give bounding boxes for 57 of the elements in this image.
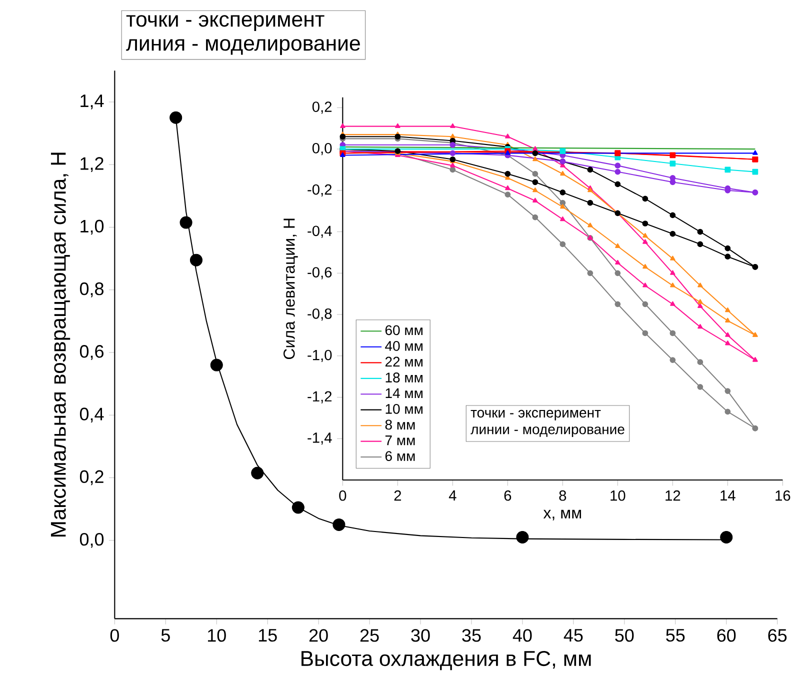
- x-axis-title: x, мм: [543, 510, 582, 520]
- legend-label: 40 мм: [385, 340, 422, 351]
- legend-label: 8 мм: [385, 420, 415, 430]
- y-tick-label: 0,6: [80, 344, 104, 360]
- x-tick-label: 35: [462, 628, 481, 642]
- legend-label: 60 мм: [385, 325, 422, 335]
- y-tick-label: 0,2: [312, 101, 332, 114]
- annotation: линии - моделирование: [470, 426, 624, 437]
- y-tick-label: 1,0: [80, 220, 104, 235]
- y-tick-label: -0,8: [308, 308, 332, 320]
- y-tick-label: -1,0: [308, 350, 332, 362]
- y-tick-label: 1,2: [80, 157, 104, 172]
- x-tick-label: 16: [776, 490, 790, 501]
- x-tick-label: 50: [615, 628, 634, 642]
- x-tick-label: 6: [504, 490, 512, 501]
- y-tick-label: 0,8: [80, 282, 104, 298]
- y-tick-label: -1,4: [308, 432, 332, 444]
- x-tick-label: 60: [717, 628, 736, 642]
- x-tick-label: 40: [512, 628, 532, 642]
- text: линия - моделирование: [126, 38, 360, 55]
- x-tick-label: 14: [720, 490, 736, 500]
- x-tick-label: 20: [309, 628, 328, 642]
- legend-label: 7 мм: [385, 435, 415, 445]
- legend-label: 18 мм: [386, 372, 422, 382]
- x-tick-label: 2: [394, 490, 402, 500]
- x-tick-label: 10: [610, 490, 626, 501]
- y-tick-label: 0,0: [312, 142, 332, 155]
- annotation: точки - эксперимент: [470, 410, 601, 420]
- x-tick-label: 45: [564, 628, 583, 642]
- x-tick-label: 65: [768, 628, 787, 642]
- x-tick-label: 5: [161, 628, 170, 642]
- y-tick-label: 1,4: [80, 94, 104, 110]
- y-tick-label: -0,6: [308, 266, 332, 280]
- y-tick-label: -0,4: [308, 226, 332, 238]
- legend-label: 22 мм: [385, 356, 422, 366]
- y-tick-label: 0,4: [80, 408, 104, 422]
- x-axis-title: Высота охлаждения в FC, мм: [302, 650, 591, 670]
- x-tick-label: 4: [448, 490, 456, 500]
- legend-label: 10 мм: [386, 404, 422, 414]
- y-tick-label: 0,0: [80, 532, 104, 548]
- legend-label: 14 мм: [386, 388, 422, 398]
- x-tick-label: 15: [258, 628, 277, 642]
- y-axis-title: Сила левитации, Н: [283, 218, 298, 359]
- x-tick-label: 0: [339, 490, 346, 501]
- y-axis-title: Максимальная возвращающая сила, Н: [50, 152, 70, 536]
- x-tick-label: 0: [110, 628, 119, 642]
- y-tick-label: -1,2: [308, 391, 332, 404]
- y-tick-label: -0,2: [308, 184, 332, 196]
- y-tick-label: 0,2: [80, 470, 104, 486]
- x-tick-label: 8: [559, 490, 566, 501]
- x-tick-label: 25: [360, 628, 379, 642]
- x-tick-label: 12: [666, 490, 680, 500]
- x-tick-label: 55: [666, 628, 685, 642]
- x-tick-label: 10: [208, 628, 226, 642]
- legend-label: 6 мм: [385, 450, 415, 461]
- text: точки - эксперимент: [126, 14, 324, 31]
- x-tick-label: 30: [411, 628, 430, 642]
